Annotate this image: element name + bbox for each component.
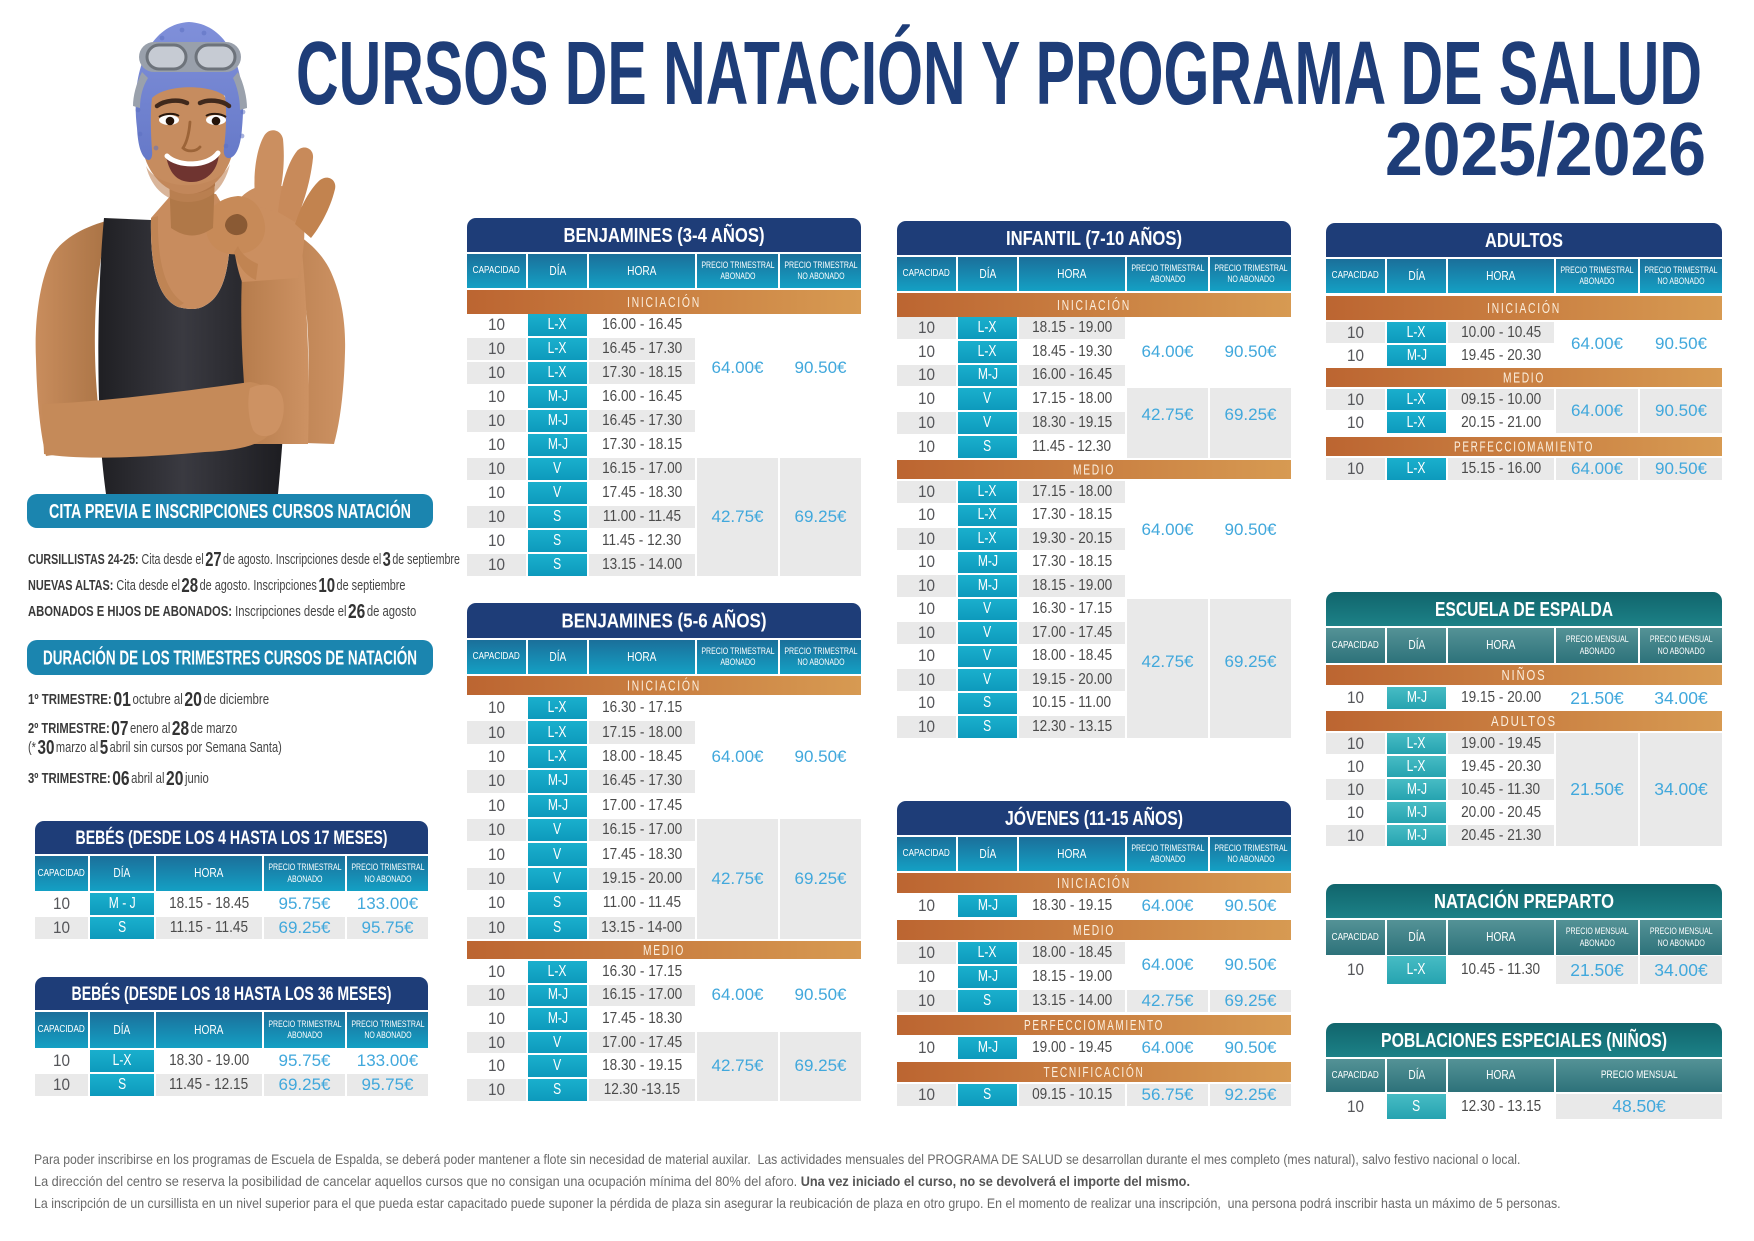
svg-text:NIÑOS: NIÑOS — [1502, 667, 1547, 684]
svg-text:MEDIO: MEDIO — [1073, 922, 1115, 939]
svg-text:POBLACIONES ESPECIALES (NIÑOS): POBLACIONES ESPECIALES (NIÑOS) — [1381, 1029, 1667, 1052]
svg-text:CURSOS DE NATACIÓN Y PROGRAMA: CURSOS DE NATACIÓN Y PROGRAMA DE SALUD — [296, 23, 1702, 124]
svg-text:2025/2026: 2025/2026 — [1385, 107, 1706, 191]
svg-text:ESCUELA DE ESPALDA: ESCUELA DE ESPALDA — [1435, 599, 1613, 621]
svg-text:INICIACIÓN: INICIACIÓN — [1487, 300, 1561, 317]
svg-text:MEDIO: MEDIO — [643, 942, 685, 959]
svg-text:INICIACIÓN: INICIACIÓN — [1057, 297, 1131, 314]
svg-text:BEBÉS (DESDE LOS 4 HASTA LOS 1: BEBÉS (DESDE LOS 4 HASTA LOS 17 MESES) — [76, 827, 388, 849]
svg-text:DURACIÓN DE LOS TRIMESTRES CUR: DURACIÓN DE LOS TRIMESTRES CURSOS DE NAT… — [43, 645, 417, 669]
svg-text:MEDIO: MEDIO — [1503, 369, 1545, 386]
svg-text:MEDIO: MEDIO — [1073, 461, 1115, 478]
svg-text:INICIACIÓN: INICIACIÓN — [627, 677, 701, 694]
svg-text:BEBÉS (DESDE LOS 18 HASTA LOS: BEBÉS (DESDE LOS 18 HASTA LOS 36 MESES) — [72, 983, 392, 1005]
svg-text:ADULTOS: ADULTOS — [1485, 230, 1563, 252]
svg-text:INICIACIÓN: INICIACIÓN — [627, 294, 701, 311]
svg-text:NATACIÓN PREPARTO: NATACIÓN PREPARTO — [1434, 889, 1614, 913]
svg-text:ADULTOS: ADULTOS — [1491, 713, 1557, 730]
svg-text:PERFECCIOMAMIENTO: PERFECCIOMAMIENTO — [1024, 1017, 1164, 1034]
svg-text:JÓVENES (11-15 AÑOS): JÓVENES (11-15 AÑOS) — [1005, 806, 1183, 830]
svg-text:INFANTIL (7-10 AÑOS): INFANTIL (7-10 AÑOS) — [1006, 227, 1182, 250]
svg-text:INICIACIÓN: INICIACIÓN — [1057, 875, 1131, 892]
svg-text:PERFECCIOMAMIENTO: PERFECCIOMAMIENTO — [1454, 438, 1594, 455]
svg-text:CITA PREVIA E INSCRIPCIONES CU: CITA PREVIA E INSCRIPCIONES CURSOS NATAC… — [49, 499, 411, 523]
svg-text:BENJAMINES (3-4 AÑOS): BENJAMINES (3-4 AÑOS) — [564, 224, 765, 247]
svg-text:TECNIFICACIÓN: TECNIFICACIÓN — [1044, 1064, 1145, 1081]
svg-text:BENJAMINES (5-6 AÑOS): BENJAMINES (5-6 AÑOS) — [562, 609, 767, 632]
